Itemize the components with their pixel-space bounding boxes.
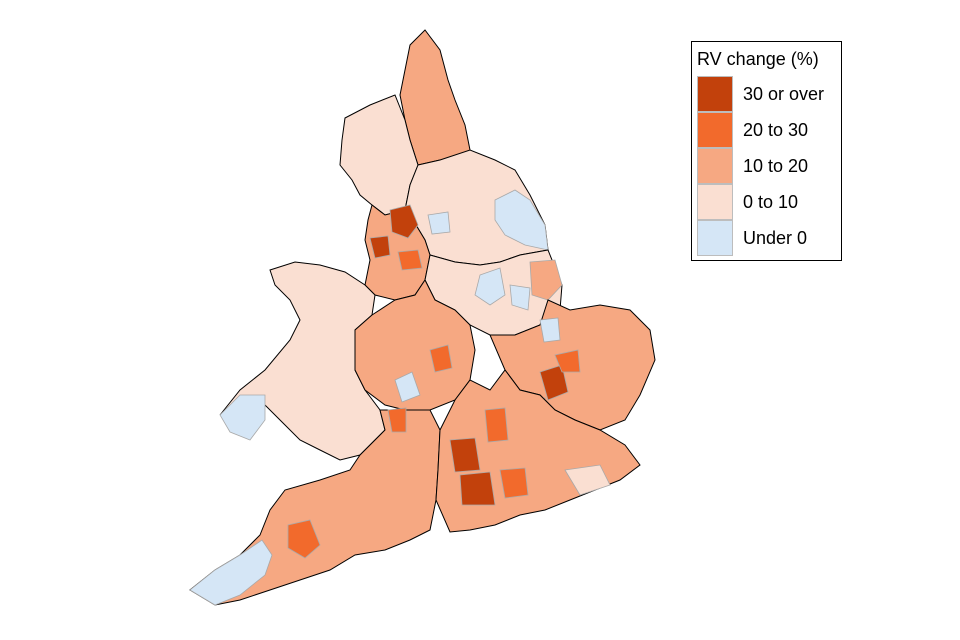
district-berks-high	[459, 471, 496, 506]
legend-item-20-to-30: 20 to 30	[697, 112, 837, 148]
district-cambs-mid	[554, 349, 581, 373]
district-kent-light	[564, 464, 611, 496]
district-nw-mid	[397, 249, 423, 271]
legend-label: Under 0	[743, 228, 808, 248]
legend: RV change (%) 30 or over 20 to 30 10 to …	[691, 41, 842, 261]
district-norfolk-blue	[539, 317, 561, 343]
legend-label: 30 or over	[743, 84, 825, 104]
legend-swatch	[697, 112, 733, 148]
legend-item-0-to-10: 0 to 10	[697, 184, 837, 220]
district-blue-lincs	[509, 284, 531, 311]
legend-swatch	[697, 148, 733, 184]
district-pembrokeshire	[219, 394, 266, 441]
legend-item-30-or-over: 30 or over	[697, 76, 837, 112]
district-west-mid-blue	[394, 371, 421, 403]
legend-label: 20 to 30	[743, 120, 809, 140]
legend-item-under-0: Under 0	[697, 220, 837, 256]
legend-swatch	[697, 76, 733, 112]
region-wales	[219, 261, 386, 461]
district-oxford-high	[449, 437, 481, 473]
district-devon-orange	[287, 519, 321, 559]
district-lancashire-high	[389, 204, 419, 239]
legend-label: 10 to 20	[743, 156, 809, 176]
district-cornwall-blue	[189, 539, 273, 606]
legend-swatch	[697, 184, 733, 220]
legend-swatch	[697, 220, 733, 256]
district-east-mid-blue	[474, 267, 506, 306]
district-lincs-orange	[529, 259, 563, 301]
legend-label: 0 to 10	[743, 192, 799, 212]
district-merseyside-high	[369, 235, 391, 259]
district-bucks-mid	[484, 407, 509, 443]
district-yorks-blue	[427, 211, 451, 235]
legend-title: RV change (%)	[697, 49, 819, 69]
district-cambs-high	[539, 364, 569, 401]
legend-item-10-to-20: 10 to 20	[697, 148, 837, 184]
district-west-mid-orange	[429, 344, 453, 373]
district-surrey-mid	[499, 467, 529, 499]
district-glos-orange	[387, 407, 407, 433]
